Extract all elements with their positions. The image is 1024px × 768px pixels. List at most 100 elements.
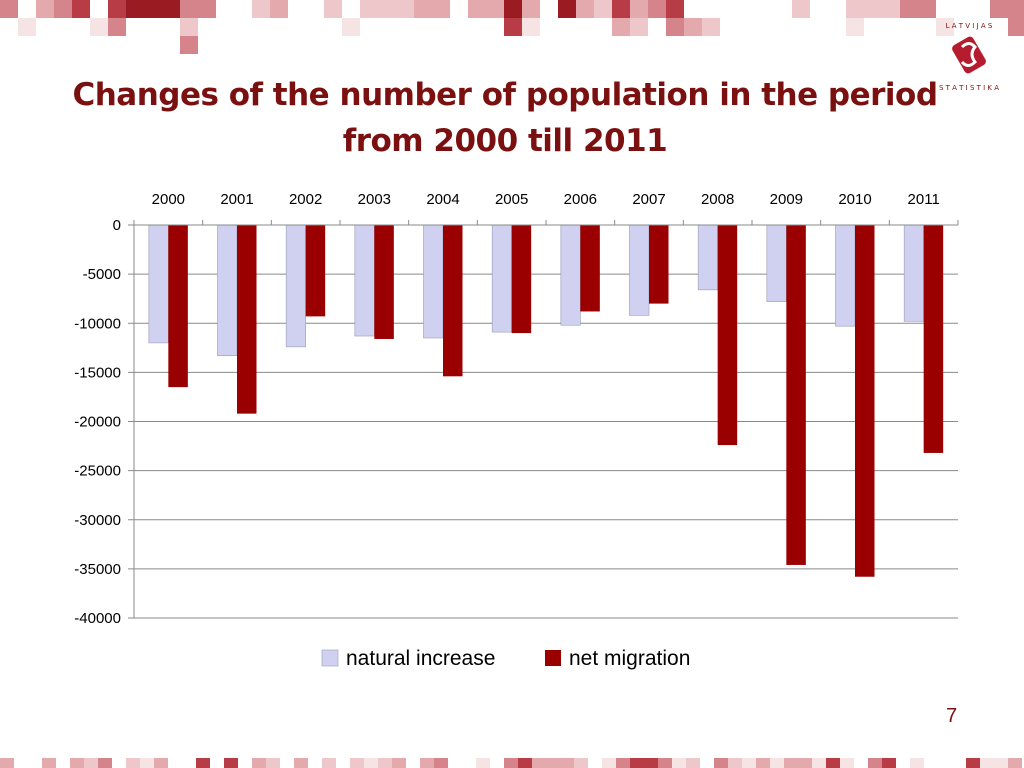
decorative-tile (72, 0, 90, 18)
decorative-tile (798, 758, 812, 768)
x-tick-label: 2011 (908, 191, 940, 208)
bar-natural-increase (835, 224, 856, 327)
bar-natural-increase (423, 224, 444, 339)
bar-natural-increase (560, 224, 581, 326)
decorative-tile (756, 758, 770, 768)
decorative-tile (812, 758, 826, 768)
decorative-tile (918, 0, 936, 18)
decorative-tile (54, 0, 72, 18)
x-tick-label: 2003 (358, 191, 391, 208)
x-tick-label: 2001 (220, 191, 253, 208)
decorative-tile (108, 18, 126, 36)
decorative-tile (322, 758, 336, 768)
bar-net-migration (374, 225, 394, 339)
decorative-footer-strip (0, 758, 1022, 768)
decorative-tile (864, 0, 882, 18)
decorative-tile (180, 0, 198, 18)
decorative-tile (644, 758, 658, 768)
decorative-tile (126, 0, 144, 18)
decorative-tile (882, 758, 896, 768)
decorative-tile (792, 0, 810, 18)
bar-natural-increase (697, 224, 718, 291)
decorative-tile (468, 0, 486, 18)
x-tick-label: 2002 (289, 191, 322, 208)
decorative-tile (936, 18, 954, 36)
decorative-tile (504, 0, 522, 18)
bar-net-migration (237, 225, 257, 414)
x-tick-label: 2008 (701, 191, 734, 208)
decorative-tile (266, 758, 280, 768)
decorative-tile (648, 0, 666, 18)
decorative-tile (666, 18, 684, 36)
decorative-tile (360, 0, 378, 18)
decorative-tile (1008, 18, 1024, 36)
bar-natural-increase (354, 224, 375, 337)
x-tick-label: 2000 (152, 191, 185, 208)
decorative-tile (616, 758, 630, 768)
decorative-tile (18, 18, 36, 36)
decorative-tile (742, 758, 756, 768)
y-tick-label: -10000 (74, 315, 121, 332)
y-tick-label: 0 (113, 217, 121, 234)
decorative-tile (98, 758, 112, 768)
decorative-tile (224, 758, 238, 768)
decorative-tile (666, 0, 684, 18)
decorative-tile (180, 36, 198, 54)
decorative-tile (1008, 758, 1022, 768)
decorative-tile (70, 758, 84, 768)
y-tick-label: -5000 (83, 266, 121, 283)
decorative-tile (728, 758, 742, 768)
decorative-tile (868, 758, 882, 768)
decorative-tile (826, 758, 840, 768)
decorative-tile (686, 758, 700, 768)
decorative-tile (846, 18, 864, 36)
decorative-tile (900, 0, 918, 18)
decorative-tile (350, 758, 364, 768)
decorative-tile (42, 758, 56, 768)
bar-net-migration (649, 225, 669, 304)
decorative-tile (770, 758, 784, 768)
decorative-tile (560, 758, 574, 768)
decorative-tile (144, 0, 162, 18)
bar-net-migration (511, 225, 532, 334)
decorative-tile (396, 0, 414, 18)
decorative-tile (576, 0, 594, 18)
decorative-tile (574, 758, 588, 768)
legend-swatch (321, 649, 339, 667)
decorative-tile (196, 758, 210, 768)
decorative-tile (90, 18, 108, 36)
decorative-tile (630, 18, 648, 36)
x-tick-label: 2010 (838, 191, 871, 208)
decorative-tile (504, 18, 522, 36)
svg-text:L A T V I J A S: L A T V I J A S (946, 22, 993, 30)
bar-natural-increase (217, 224, 238, 356)
decorative-tile (522, 0, 540, 18)
bar-net-migration (443, 225, 463, 377)
decorative-tile (294, 758, 308, 768)
decorative-tile (252, 0, 270, 18)
y-tick-label: -35000 (74, 561, 121, 578)
bar-natural-increase (148, 224, 169, 344)
decorative-tile (434, 758, 448, 768)
bar-net-migration (168, 225, 188, 388)
slide-title-line-1: Changes of the number of population in t… (72, 77, 938, 113)
y-tick-label: -15000 (74, 364, 121, 381)
decorative-tile (324, 0, 342, 18)
bar-natural-increase (903, 224, 924, 322)
slide-title-line-2: from 2000 till 2011 (342, 123, 668, 159)
bar-net-migration (305, 225, 326, 317)
legend-swatch (545, 650, 561, 666)
svg-text:S T A T I S T I K A: S T A T I S T I K A (939, 84, 999, 92)
bar-net-migration (786, 225, 806, 565)
x-tick-label: 2006 (564, 191, 597, 208)
decorative-tile (602, 758, 616, 768)
decorative-tile (414, 0, 432, 18)
bar-net-migration (717, 225, 738, 446)
decorative-tile (846, 0, 864, 18)
latvijas-statistika-logo: L A T V I J A S S T A T I S T I K A (939, 22, 999, 92)
decorative-tile (532, 758, 546, 768)
decorative-tile (702, 18, 720, 36)
decorative-tile (180, 18, 198, 36)
bar-net-migration (923, 225, 944, 453)
y-tick-label: -20000 (74, 414, 121, 431)
